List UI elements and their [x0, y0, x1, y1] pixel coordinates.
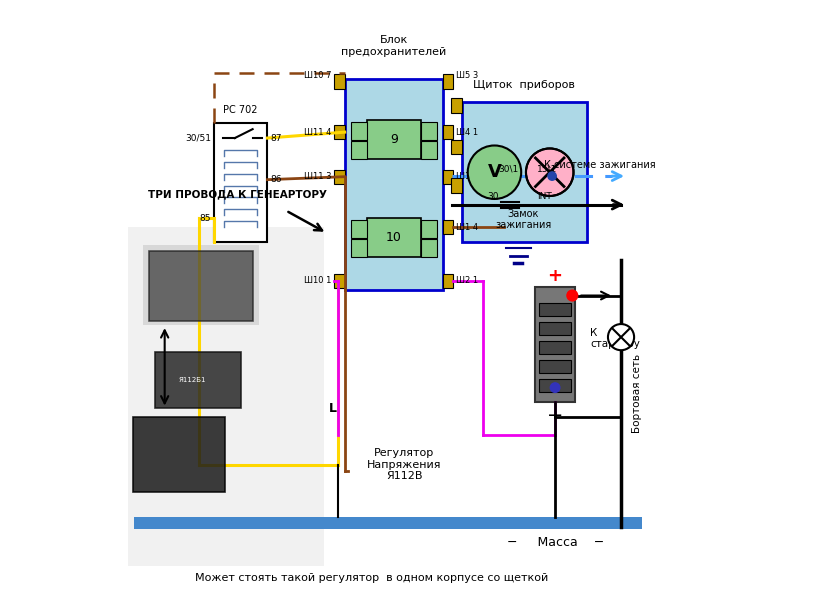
Bar [128, 227, 324, 566]
Bar [421, 141, 437, 159]
Bar [367, 219, 421, 257]
Text: L: L [328, 402, 337, 415]
Bar [442, 170, 453, 184]
Bar [421, 239, 437, 257]
Text: 87: 87 [271, 134, 282, 143]
Text: 15\1: 15\1 [536, 164, 557, 174]
Bar [451, 179, 462, 193]
Text: Может стоять такой регулятор  в одном корпусе со щеткой: Может стоять такой регулятор в одном кор… [195, 573, 548, 583]
Text: Ш1 4: Ш1 4 [456, 223, 478, 232]
Bar [539, 303, 572, 316]
Text: Ш11 4: Ш11 4 [304, 128, 332, 137]
Text: Я112Б1: Я112Б1 [179, 377, 206, 383]
Text: V: V [488, 163, 501, 181]
Text: Регулятор
Напряжения
Я112В: Регулятор Напряжения Я112В [367, 448, 442, 482]
Bar [421, 220, 437, 238]
Text: Ш2 1: Ш2 1 [456, 276, 478, 285]
Bar [451, 140, 462, 154]
Bar [350, 122, 367, 140]
Text: Ш5 3: Ш5 3 [456, 71, 478, 80]
Bar [367, 120, 421, 159]
Text: −     Масса    −: − Масса − [507, 536, 604, 549]
Text: Замок
зажигания: Замок зажигания [495, 209, 551, 230]
Text: +: + [547, 267, 562, 285]
Bar [539, 378, 572, 392]
Text: 9: 9 [391, 133, 398, 146]
Text: ТРИ ПРОВОДА К ГЕНЕАРТОРУ: ТРИ ПРОВОДА К ГЕНЕАРТОРУ [148, 189, 328, 199]
Bar [334, 273, 344, 288]
Bar [539, 322, 572, 335]
Text: 10: 10 [386, 231, 402, 244]
Bar [451, 99, 462, 112]
Bar [442, 75, 453, 89]
Bar [421, 122, 437, 140]
Text: 30: 30 [488, 192, 499, 201]
Text: Бортовая сеть: Бортовая сеть [632, 354, 642, 433]
Bar [539, 360, 572, 373]
Bar [148, 251, 252, 321]
Bar [344, 79, 442, 290]
Bar [334, 170, 344, 184]
Text: 85: 85 [199, 214, 211, 223]
Circle shape [468, 146, 521, 199]
Bar [334, 75, 344, 89]
Circle shape [551, 383, 560, 392]
Text: Щиток  приборов: Щиток приборов [473, 79, 575, 90]
Text: 30\1: 30\1 [498, 164, 518, 174]
Bar [334, 125, 344, 139]
Text: К системе зажигания: К системе зажигания [544, 161, 655, 170]
Text: Блок
предохранителей: Блок предохранителей [341, 35, 447, 57]
Circle shape [526, 149, 573, 196]
Text: INT: INT [538, 192, 552, 201]
Bar [442, 220, 453, 235]
Bar [350, 220, 367, 238]
Text: −: − [547, 406, 563, 425]
Bar [442, 125, 453, 139]
Bar [350, 239, 367, 257]
Bar [539, 341, 572, 354]
Circle shape [608, 324, 634, 350]
Bar [350, 141, 367, 159]
Bar [535, 287, 575, 402]
Text: Ш10 7: Ш10 7 [304, 71, 332, 80]
Circle shape [567, 290, 577, 301]
Bar [134, 517, 642, 529]
Bar [142, 245, 259, 325]
Text: Ш4 1: Ш4 1 [456, 128, 478, 137]
Bar [132, 417, 225, 491]
Text: Ш1 5: Ш1 5 [456, 172, 478, 181]
Text: К
стартеру: К стартеру [590, 328, 640, 349]
Circle shape [548, 172, 556, 180]
Text: Ш11 3: Ш11 3 [304, 172, 332, 181]
Text: 30/51: 30/51 [185, 134, 211, 143]
Text: Ш10 1: Ш10 1 [304, 276, 332, 285]
Bar [154, 352, 241, 408]
Bar [462, 103, 587, 242]
Text: РС 702: РС 702 [224, 105, 258, 115]
Bar [442, 273, 453, 288]
Text: 86: 86 [271, 175, 282, 184]
Bar [214, 123, 267, 242]
